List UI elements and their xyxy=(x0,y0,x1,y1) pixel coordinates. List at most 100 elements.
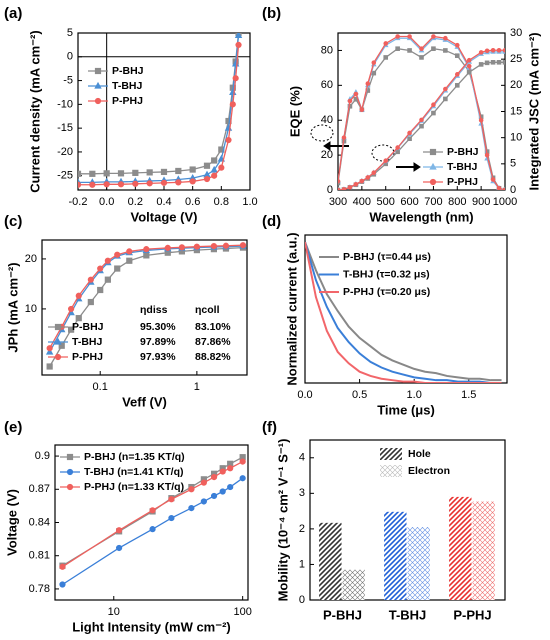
marker xyxy=(188,505,195,512)
x-tick-label: 1.0 xyxy=(242,196,257,208)
marker xyxy=(116,527,123,534)
marker xyxy=(502,47,505,53)
marker xyxy=(341,135,347,140)
marker xyxy=(395,149,400,155)
y-tick-label: 0.87 xyxy=(29,483,50,495)
marker xyxy=(46,363,53,370)
marker xyxy=(419,46,424,52)
x-tick-label: 400 xyxy=(353,196,371,208)
y-tick-label: 0.9 xyxy=(35,450,50,462)
marker xyxy=(484,152,490,158)
marker xyxy=(200,498,207,505)
y-tick-label: 5 xyxy=(67,27,73,39)
y-tick-label: 60 xyxy=(321,79,333,91)
marker xyxy=(68,305,75,313)
marker xyxy=(478,117,484,123)
x-tick-label: 10 xyxy=(108,606,120,618)
marker xyxy=(160,179,168,186)
marker xyxy=(104,257,111,264)
marker xyxy=(383,41,389,46)
legend-label: P-BHJ xyxy=(112,65,144,77)
marker xyxy=(338,187,341,190)
marker xyxy=(478,50,484,55)
table-cell: 88.82% xyxy=(195,351,231,363)
marker xyxy=(407,34,412,39)
marker xyxy=(239,242,247,249)
panel-label: (e) xyxy=(4,419,22,436)
legend-label: P-BHJ (n=1.35 KT/q) xyxy=(84,451,185,463)
marker xyxy=(164,244,171,252)
panel-label: (a) xyxy=(4,5,22,22)
table-header: ηcoll xyxy=(195,304,220,316)
marker xyxy=(54,337,62,345)
marker xyxy=(359,178,365,184)
x-tick-label: 0.0 xyxy=(99,196,114,208)
bar xyxy=(384,511,407,600)
marker xyxy=(211,157,218,164)
legend-label: Electron xyxy=(408,465,450,477)
marker xyxy=(149,507,156,514)
y-tick-label: 30 xyxy=(510,27,522,39)
marker xyxy=(66,483,74,491)
y-tick-label: -25 xyxy=(57,170,73,182)
x-axis-label: Voltage (V) xyxy=(131,209,198,224)
y-axis-label: Mobility (10⁻⁴ cm² V⁻¹ S⁻¹) xyxy=(275,439,290,602)
marker xyxy=(97,265,104,272)
y-tick-label: 1 xyxy=(299,558,305,570)
y-tick-label: 0 xyxy=(327,184,333,196)
marker xyxy=(365,175,371,180)
y-tick-label: -10 xyxy=(57,98,73,110)
marker xyxy=(359,107,365,113)
bar xyxy=(342,569,365,600)
y-tick-label: 10 xyxy=(510,132,522,144)
marker xyxy=(353,181,359,187)
series-line xyxy=(305,241,502,383)
series-line xyxy=(49,245,244,353)
marker xyxy=(443,96,448,102)
marker xyxy=(146,169,153,176)
marker xyxy=(132,169,139,176)
marker xyxy=(454,42,460,48)
marker xyxy=(189,166,196,173)
marker xyxy=(116,544,123,552)
x-tick-label: 1.0 xyxy=(407,389,422,401)
x-tick-label: 0.8 xyxy=(214,196,229,208)
marker xyxy=(210,242,217,250)
marker xyxy=(466,63,472,69)
marker xyxy=(496,47,502,53)
marker xyxy=(59,581,66,588)
marker xyxy=(454,72,460,77)
y-tick-label: 2 xyxy=(299,523,305,535)
y-tick-label: 20 xyxy=(321,149,333,161)
marker xyxy=(229,101,236,108)
y-tick-label: 5 xyxy=(510,158,516,170)
marker xyxy=(502,187,505,190)
legend-swatch xyxy=(380,448,402,460)
marker xyxy=(178,244,185,251)
series-line xyxy=(305,241,502,383)
marker xyxy=(496,185,502,190)
marker xyxy=(132,180,139,187)
marker xyxy=(114,265,121,272)
y-tick-label: 20 xyxy=(510,79,522,91)
marker xyxy=(59,563,66,570)
marker xyxy=(431,46,436,52)
marker xyxy=(78,181,82,188)
marker xyxy=(235,41,242,48)
marker xyxy=(175,179,182,186)
marker xyxy=(87,276,94,283)
marker xyxy=(89,181,96,188)
legend-label: P-BHJ (τ=0.44 μs) xyxy=(343,251,431,263)
marker xyxy=(490,177,496,182)
x-tick-label: 600 xyxy=(400,196,418,208)
marker xyxy=(143,252,150,259)
marker xyxy=(407,130,412,136)
marker xyxy=(203,175,211,183)
marker xyxy=(103,181,110,188)
marker xyxy=(210,474,218,481)
marker xyxy=(54,323,62,331)
marker xyxy=(347,98,353,104)
marker xyxy=(484,48,490,54)
legend-swatch xyxy=(380,465,402,477)
